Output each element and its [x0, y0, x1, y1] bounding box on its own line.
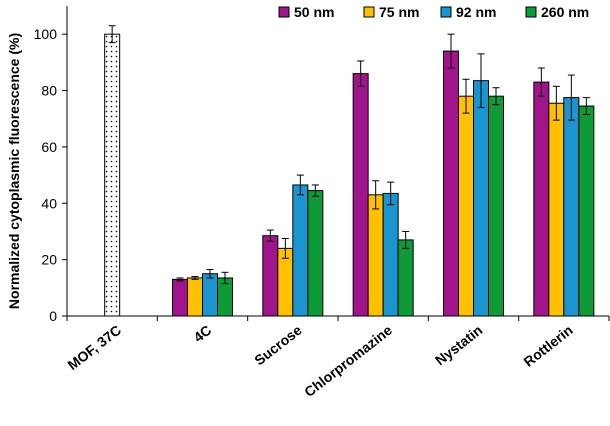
bar-260-nm [397, 239, 414, 317]
y-tick-label: 80 [41, 83, 57, 99]
y-axis-ticks: 0 20 40 60 80 100 [34, 26, 67, 324]
legend-label: 50 nm [294, 4, 334, 20]
bar-50-nm [352, 73, 369, 317]
bar-75-nm [548, 102, 565, 317]
x-axis-ticks [66, 316, 610, 321]
bar-92-nm [382, 192, 399, 317]
bar-75-nm [367, 194, 384, 317]
bar-260-nm [488, 95, 504, 317]
category-label: Sucrose [251, 322, 305, 369]
category-label: Nystatin [432, 322, 485, 369]
legend-label: 92 nm [456, 4, 496, 20]
bar-50-nm [172, 278, 188, 317]
category-label: MOF, 37C [65, 322, 125, 373]
legend: 50 nm 75 nm 92 nm 260 nm [278, 4, 589, 20]
bar-92-nm [202, 273, 218, 317]
y-axis-title: Normalized cytoplasmic fluorescence (%) [6, 33, 22, 309]
bar-75-nm [458, 95, 474, 317]
control-bar [104, 33, 121, 317]
bar-50-nm [443, 50, 459, 317]
error-bars [108, 25, 590, 285]
legend-swatch [278, 6, 290, 18]
bar-92-nm [292, 184, 309, 317]
bar-75-nm [187, 277, 203, 317]
y-tick-label: 60 [41, 139, 57, 155]
legend-label: 75 nm [379, 4, 419, 20]
legend-swatch [525, 6, 537, 18]
y-tick-label: 100 [34, 26, 58, 42]
category-label: Rottlerin [520, 322, 575, 370]
bar-92-nm [473, 80, 489, 317]
bar-marks [104, 33, 595, 317]
bar-50-nm [533, 81, 550, 317]
bar-50-nm [262, 235, 279, 317]
bar-260-nm [307, 190, 324, 317]
y-tick-label: 0 [49, 308, 57, 324]
bar-92-nm [563, 97, 580, 317]
legend-swatch [440, 6, 452, 18]
legend-label: 260 nm [541, 4, 589, 20]
y-tick-label: 20 [41, 252, 57, 268]
category-label: 4C [190, 322, 214, 346]
legend-swatch [363, 6, 375, 18]
category-label: Chlorpromazine [301, 322, 395, 400]
y-tick-label: 40 [41, 195, 57, 211]
bar-260-nm [578, 105, 595, 317]
